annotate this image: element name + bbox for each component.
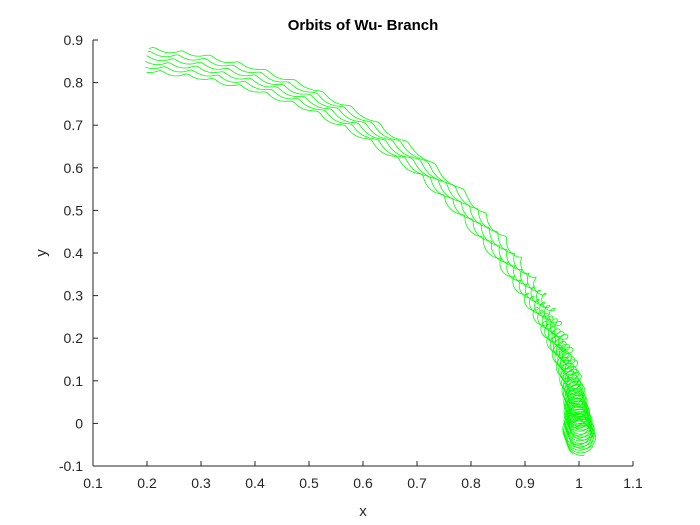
y-tick-label: 0.6 <box>64 160 84 176</box>
chart-title: Orbits of Wu- Branch <box>288 17 439 34</box>
x-tick-label: 0.8 <box>461 475 481 491</box>
x-tick-label: 0.4 <box>245 475 265 491</box>
orbit-layer <box>145 47 596 456</box>
plot-area <box>145 47 596 456</box>
orbit-line <box>146 70 591 446</box>
y-tick-label: 0.3 <box>64 288 84 304</box>
axes: 0.1 0.2 0.3 0.4 0.5 0.6 0.7 0.8 0.9 1 1.1 -0.1 0 0.1… <box>59 32 643 491</box>
x-tick-label: 0.6 <box>353 475 373 491</box>
y-tick-label: 0.8 <box>64 75 84 91</box>
y-ticks: -0.1 0 0.1 0.2 0.3 0.4 0.5 0.6 0.7 0.8 0.9 <box>59 32 98 474</box>
orbit-line <box>148 51 595 456</box>
x-ticks: 0.1 0.2 0.3 0.4 0.5 0.6 0.7 0.8 0.9 1 1.1 <box>83 461 643 491</box>
x-tick-label: 0.5 <box>299 475 319 491</box>
x-tick-label: 0.9 <box>515 475 535 491</box>
y-tick-label: 0.5 <box>64 202 84 218</box>
y-tick-label: 0.9 <box>64 32 84 48</box>
x-tick-label: 0.2 <box>137 475 157 491</box>
y-tick-label: 0.4 <box>64 245 84 261</box>
x-tick-label: 0.7 <box>407 475 427 491</box>
y-tick-label: 0.7 <box>64 117 84 133</box>
y-axis-label: y <box>33 249 50 257</box>
y-tick-label: -0.1 <box>59 458 83 474</box>
orbit-line <box>145 60 594 451</box>
x-tick-label: 0.1 <box>83 475 103 491</box>
x-axis-label: x <box>359 503 367 520</box>
y-tick-label: 0.2 <box>64 330 84 346</box>
y-tick-label: 0.1 <box>64 373 84 389</box>
y-tick-label: 0 <box>75 415 83 431</box>
orbit-line <box>145 66 593 448</box>
x-tick-label: 0.3 <box>191 475 211 491</box>
x-tick-label: 1.1 <box>623 475 643 491</box>
x-tick-label: 1 <box>575 475 583 491</box>
